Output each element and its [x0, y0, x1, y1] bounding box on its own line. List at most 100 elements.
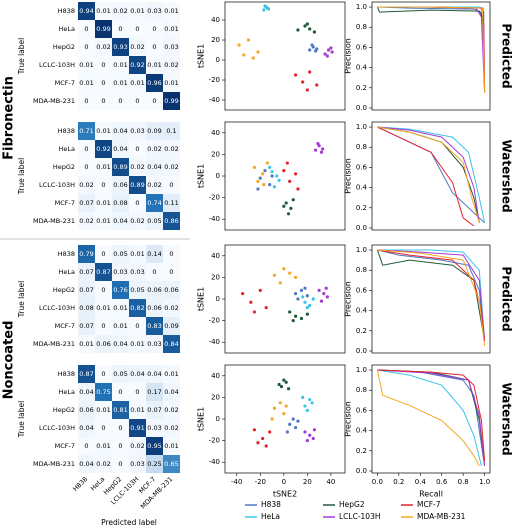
heatmap-cell	[78, 383, 95, 401]
heatmap-cell	[78, 20, 95, 38]
x-tick-label: 0	[282, 478, 286, 486]
heatmap-cell	[78, 299, 95, 317]
cell-label: 0.01	[96, 127, 110, 135]
scatter-point	[272, 406, 277, 410]
y-tick-label: -20	[209, 76, 220, 84]
scatter-point	[299, 288, 304, 292]
heatmap-cell	[95, 263, 112, 281]
heatmap-cell	[112, 335, 129, 353]
y-tick-label: 0.0	[356, 224, 367, 232]
cell-label: 0	[152, 43, 156, 51]
y-tick-label: HepG2	[53, 43, 75, 51]
heatmap-cell	[163, 401, 180, 419]
scatter-point	[282, 204, 286, 208]
heatmap-cell	[95, 140, 112, 158]
cell-label: 0.06	[147, 304, 161, 312]
heatmap-cell	[146, 419, 163, 437]
cell-label: 0	[84, 97, 88, 105]
pr-curve	[377, 126, 485, 224]
scatter-point	[261, 436, 265, 441]
cell-label: 0.02	[96, 460, 110, 468]
cell-label: 0	[118, 97, 122, 105]
heatmap-cell	[129, 74, 146, 92]
heatmap-cell	[129, 299, 146, 317]
pr-curve	[377, 6, 486, 93]
scatter-point	[237, 43, 241, 47]
y-axis-label: Precision	[344, 158, 353, 194]
heatmap-cell	[163, 74, 180, 92]
scatter-point	[303, 404, 307, 408]
cell-label: 0.01	[130, 79, 144, 87]
heatmap-cell	[78, 437, 95, 455]
scatter-point	[288, 179, 292, 183]
scatter-point	[279, 385, 284, 389]
cell-label: 0.65	[164, 460, 178, 468]
cell-label: 0.01	[79, 79, 93, 87]
cell-label: 0.1	[166, 127, 176, 135]
scatter-point	[288, 271, 292, 275]
heatmap-cell	[112, 317, 129, 335]
scatter-point	[282, 267, 286, 271]
cell-label: 0	[118, 460, 122, 468]
scatter-point	[270, 417, 274, 421]
scatter-point	[301, 295, 305, 299]
y-tick-label: 0	[216, 172, 220, 180]
cell-label: 0	[152, 25, 156, 33]
scatter-point	[256, 50, 260, 54]
scatter-point	[291, 417, 295, 421]
cell-label: 0.93	[113, 43, 127, 51]
y-tick-label: HepG2	[53, 406, 75, 414]
axes-frame	[224, 121, 346, 231]
cell-label: 0.96	[147, 79, 161, 87]
scatter-point	[293, 292, 298, 296]
cell-label: 0	[169, 250, 173, 258]
heatmap-cell	[112, 92, 129, 110]
cell-label: 0.01	[130, 250, 144, 258]
cell-label: 0.01	[113, 79, 127, 87]
scatter-point	[268, 183, 272, 187]
axes-frame	[371, 244, 491, 354]
scatter-point	[249, 300, 253, 304]
scatter-point	[251, 56, 255, 60]
scatter-point	[303, 300, 307, 304]
y-tick-label: -20	[209, 437, 220, 445]
cell-label: 0.25	[147, 460, 161, 468]
heatmap-cell	[112, 365, 129, 383]
panel-label: Predicted	[500, 266, 514, 331]
heatmap-cell	[163, 194, 180, 212]
y-tick-label: 1.0	[356, 366, 367, 374]
y-tick-label: -40	[209, 458, 220, 466]
scatter-point	[246, 38, 251, 42]
cell-label: 0.04	[147, 370, 161, 378]
cell-label: 0.92	[96, 145, 110, 153]
scatter-point	[305, 439, 309, 443]
cell-label: 0.01	[164, 7, 178, 15]
cell-label: 0	[101, 424, 105, 432]
y-tick-label: 40	[211, 372, 220, 380]
x-tick-label: -40	[231, 478, 242, 486]
scatter-point	[312, 30, 317, 34]
scatter-point	[308, 433, 312, 437]
cell-label: 0	[169, 268, 173, 276]
scatter-point	[265, 161, 269, 165]
heatmap-cell	[78, 2, 95, 20]
heatmap-cell	[146, 140, 163, 158]
cell-label: 0.83	[147, 322, 161, 330]
cell-label: 0.02	[130, 163, 144, 171]
heatmap-cell	[146, 299, 163, 317]
y-tick-label: 0.2	[356, 204, 367, 212]
cell-label: 0.76	[113, 286, 127, 294]
x-tick-label: 0.6	[436, 478, 448, 486]
cell-label: 0.14	[147, 250, 161, 258]
cell-label: 0.01	[130, 7, 144, 15]
heatmap-cell	[146, 245, 163, 263]
heatmap-cell	[146, 365, 163, 383]
cell-label: 0.03	[113, 268, 127, 276]
scatter-point	[278, 281, 282, 285]
heatmap-cell	[163, 176, 180, 194]
cell-label: 0	[101, 79, 105, 87]
cell-label: 0.75	[96, 388, 110, 396]
row-label: Fibronectin	[2, 76, 17, 160]
heatmap-cell	[129, 194, 146, 212]
scatter-point	[258, 288, 262, 292]
